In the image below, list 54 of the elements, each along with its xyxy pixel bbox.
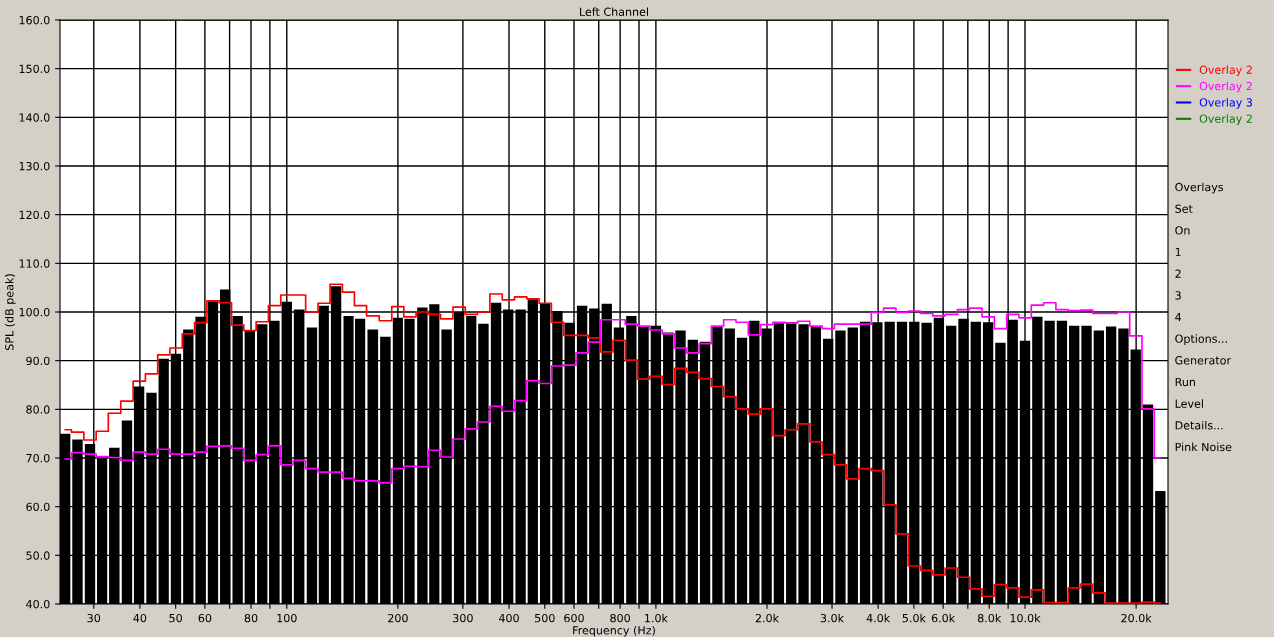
x-tick-label: 3.0k [820,613,845,623]
text: Options... [1175,334,1227,346]
x-tick-label: 50 [169,613,182,623]
legend-label: Overlay 2 [1199,81,1252,93]
x-tick-label: 200 [388,613,408,623]
x-tick-label: 60 [198,613,212,623]
chart-title: Left Channel [580,7,648,16]
legend-label: Overlay 3 [1199,97,1253,109]
text: On [1175,226,1190,235]
x-tick-label: 80 [244,613,258,623]
x-tick-label: 1.0k [645,613,668,623]
text: 2 [1175,269,1181,278]
x-tick-label: 40 [133,613,147,623]
x-tick-label: 400 [498,613,519,623]
text: Level [1175,399,1203,408]
y-tick-label: 60.0 [26,502,50,512]
y-tick-label: 110.0 [19,259,50,268]
y-tick-label: 70.0 [26,453,50,463]
x-tick-label: 300 [453,613,473,623]
y-tick-label: 90.0 [26,356,50,366]
x-axis-title: Frequency (Hz) [573,625,655,637]
x-tick-label: 20.0k [1121,613,1152,623]
x-tick-label: 800 [610,613,630,623]
y-tick-label: 40.0 [26,599,50,609]
text: Generator [1175,356,1232,365]
x-tick-label: 10.0k [1010,613,1041,623]
text: 4 [1175,312,1182,322]
y-tick-label: 130.0 [19,161,50,171]
y-tick-label: 120.0 [19,210,50,220]
x-tick-label: 500 [535,613,555,623]
y-tick-label: 150.0 [19,64,50,74]
x-tick-label: 4.0k [866,613,891,623]
text: 1 [1175,247,1181,257]
y-tick-label: 160.0 [19,15,50,25]
legend-label: Overlay 2 [1199,114,1252,125]
legend-label: Overlay 2 [1199,65,1252,77]
x-tick-label: 6.0k [931,613,956,623]
y-tick-label: 140.0 [19,113,50,122]
x-tick-label: 30 [87,613,101,623]
x-tick-label: 2.0k [755,613,780,623]
x-tick-label: 600 [564,613,584,623]
y-tick-label: 80.0 [26,405,50,414]
text: Overlays [1175,182,1224,194]
text: 3 [1175,291,1181,300]
y-tick-label: 100.0 [19,307,50,317]
x-tick-label: 5.0k [902,613,926,623]
text: Run [1175,377,1195,387]
x-tick-label: 8.0k [977,613,1002,623]
text: Details... [1175,420,1223,430]
text: Set [1175,204,1193,213]
y-tick-label: 50.0 [26,551,50,560]
text: Pink Noise [1175,442,1232,452]
x-tick-label: 100 [277,613,297,623]
y-axis-title: SPL (dB peak) [4,274,16,351]
